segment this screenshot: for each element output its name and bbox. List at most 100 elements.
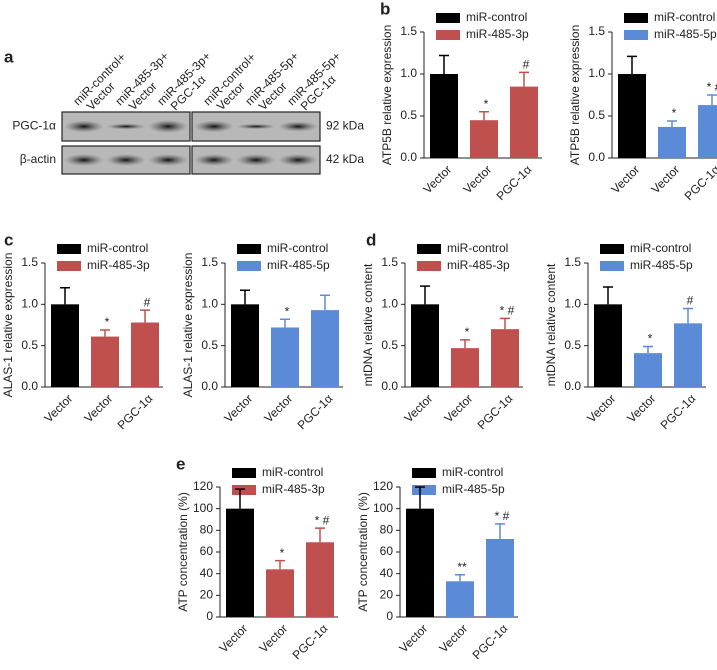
- bar: [451, 348, 479, 387]
- y-tick-label: 0.0: [588, 150, 605, 164]
- error-bar: [439, 54, 449, 74]
- error-bar: [643, 345, 653, 354]
- x-tick-label: Vector: [624, 391, 658, 425]
- bar: [266, 569, 294, 617]
- y-tick-label: 120: [373, 479, 393, 493]
- bar: [306, 542, 334, 617]
- blot-band: [278, 121, 318, 132]
- protein-label: β-actin: [20, 152, 56, 166]
- panel-label: c: [4, 230, 13, 249]
- x-tick-label: PGC-1α: [494, 162, 535, 203]
- error-bar: [60, 287, 70, 305]
- x-tick-label: PGC-1α: [115, 391, 156, 432]
- bar: [231, 304, 259, 387]
- y-tick-label: 80: [200, 523, 214, 537]
- panel-label: b: [380, 0, 390, 18]
- error-bar: [519, 71, 529, 87]
- significance-mark: #: [523, 57, 530, 71]
- significance-mark: *: [280, 546, 285, 560]
- y-axis-label: ATP concentration (%): [356, 492, 370, 612]
- error-bar: [603, 286, 613, 305]
- legend-swatch: [412, 468, 436, 478]
- legend-swatch: [57, 261, 81, 271]
- y-tick-label: 0.5: [201, 338, 218, 352]
- significance-mark: *: [465, 325, 470, 339]
- bar: [226, 508, 254, 617]
- bar: [510, 86, 538, 158]
- significance-mark: *: [484, 97, 489, 111]
- legend-label: miR-control: [267, 241, 328, 255]
- x-tick-label: Vector: [41, 391, 75, 425]
- x-tick-label: Vector: [401, 391, 435, 425]
- legend-swatch: [417, 261, 441, 271]
- y-tick-label: 0.0: [381, 379, 398, 393]
- y-tick-label: 1.5: [381, 255, 398, 269]
- legend-swatch: [624, 13, 648, 23]
- y-tick-label: 0: [206, 609, 213, 623]
- error-bar: [275, 559, 285, 570]
- significance-mark: #: [687, 294, 694, 308]
- x-tick-label: Vector: [584, 391, 618, 425]
- legend-swatch: [436, 30, 460, 40]
- legend-swatch: [412, 485, 436, 495]
- blot-band: [64, 154, 104, 166]
- error-bar: [479, 111, 489, 121]
- legend-swatch: [600, 261, 624, 271]
- significance-mark: * #: [500, 304, 515, 318]
- legend-swatch: [237, 261, 261, 271]
- y-axis-label: mtDNA relative content: [544, 263, 558, 386]
- error-bar: [415, 486, 425, 509]
- y-tick-label: 100: [373, 501, 393, 515]
- y-tick-label: 0.5: [21, 338, 38, 352]
- x-tick-label: PGC-1α: [658, 391, 699, 432]
- legend-label: miR-control: [654, 10, 715, 24]
- bar: [470, 120, 498, 158]
- x-tick-label: Vector: [420, 162, 454, 196]
- x-tick-label: Vector: [221, 391, 255, 425]
- bar: [411, 304, 439, 387]
- legend-label: miR-485-5p: [654, 27, 717, 41]
- legend-swatch: [600, 244, 624, 254]
- error-bar: [235, 488, 245, 509]
- bar: [658, 126, 686, 158]
- bar: [406, 508, 434, 617]
- blot-band: [106, 123, 146, 130]
- legend-label: miR-control: [447, 241, 508, 255]
- error-bar: [500, 317, 510, 330]
- error-bar: [315, 527, 325, 543]
- error-bar: [627, 55, 637, 74]
- y-tick-label: 1.5: [21, 255, 38, 269]
- y-axis-label: ATP concentration (%): [176, 492, 190, 612]
- x-tick-label: PGC-1α: [470, 621, 511, 662]
- y-tick-label: 1.5: [564, 255, 581, 269]
- legend-label: miR-485-3p: [87, 258, 150, 272]
- y-tick-label: 1.5: [400, 24, 417, 38]
- error-bar: [240, 289, 250, 305]
- y-axis-label: ALAS-1 relative expression: [181, 253, 195, 398]
- legend-label: miR-control: [262, 465, 323, 479]
- legend-swatch: [417, 244, 441, 254]
- y-tick-label: 0.0: [564, 379, 581, 393]
- y-axis-label: ATP5B relative expression: [380, 25, 394, 166]
- protein-label: PGC-1α: [12, 119, 56, 133]
- size-label: 92 kDa: [326, 119, 364, 133]
- legend-swatch: [237, 244, 261, 254]
- legend-label: miR-485-3p: [466, 27, 529, 41]
- y-tick-label: 20: [380, 588, 394, 602]
- y-axis-label: ALAS-1 relative expression: [1, 253, 15, 398]
- legend-label: miR-485-5p: [267, 258, 330, 272]
- legend-swatch: [57, 244, 81, 254]
- bar: [698, 105, 717, 158]
- blot-band: [236, 154, 276, 166]
- y-tick-label: 60: [380, 544, 394, 558]
- bar: [491, 329, 519, 387]
- x-tick-label: Vector: [216, 621, 250, 655]
- y-axis-label: mtDNA relative content: [361, 263, 375, 386]
- legend-swatch: [624, 30, 648, 40]
- legend-label: miR-485-3p: [447, 258, 510, 272]
- y-tick-label: 1.0: [21, 297, 38, 311]
- x-tick-label: PGC-1α: [295, 391, 336, 432]
- legend-label: miR-control: [442, 465, 503, 479]
- x-tick-label: Vector: [441, 391, 475, 425]
- legend-label: miR-control: [87, 241, 148, 255]
